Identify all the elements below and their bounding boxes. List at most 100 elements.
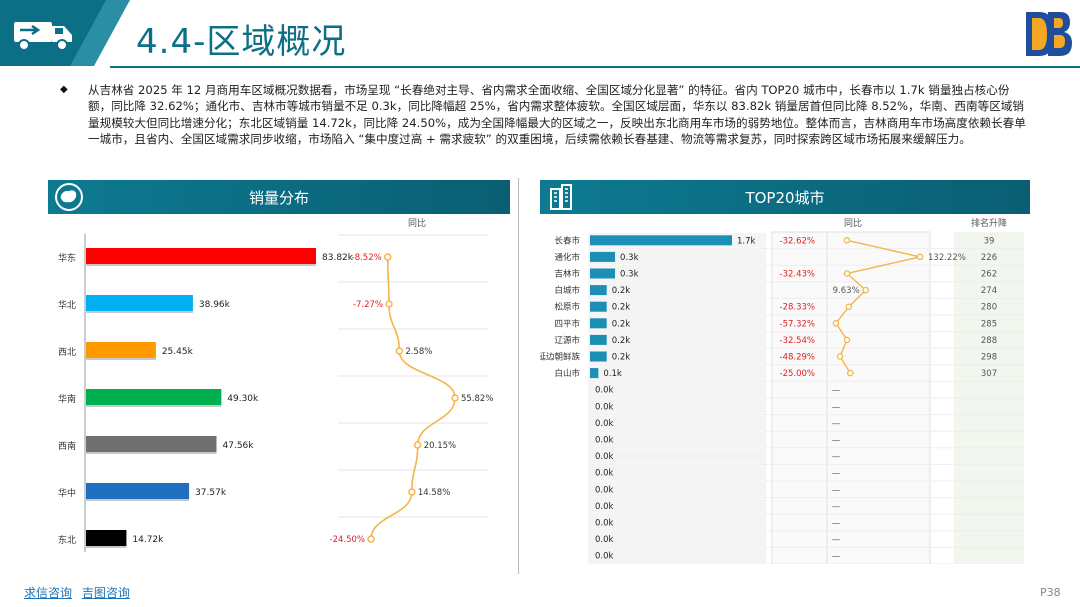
db-logo xyxy=(1026,12,1072,56)
city-value-label: 0.0k xyxy=(595,552,614,562)
city-yoy-label: — xyxy=(832,485,841,495)
city-yoy-label: -32.54% xyxy=(780,336,815,346)
rank-change-header: 排名升降 xyxy=(971,217,1007,229)
yoy-label: 14.58% xyxy=(418,488,450,498)
sales-distribution-header: 销量分布 xyxy=(48,180,510,214)
city-value-label: 0.1k xyxy=(603,369,622,379)
rank-change-label: 285 xyxy=(981,319,997,329)
value-cell-bg xyxy=(588,249,766,265)
city-yoy-point xyxy=(845,303,853,310)
city-value-label: 0.2k xyxy=(612,353,631,363)
value-cell-bg xyxy=(588,448,766,464)
city-yoy-label: 132.22% xyxy=(928,253,966,263)
city-yoy-header: 同比 xyxy=(844,217,862,229)
buildings-icon xyxy=(550,184,572,210)
region-label: 西北 xyxy=(58,347,76,358)
yoy-label: -7.27% xyxy=(353,300,383,310)
city-yoy-label: — xyxy=(832,452,841,462)
bar-value-label: 83.82k xyxy=(322,253,354,263)
region-bar xyxy=(86,295,193,311)
sales-distribution-title: 销量分布 xyxy=(248,188,309,207)
city-label: 四平市 xyxy=(554,318,580,329)
bar-value-label: 47.56k xyxy=(223,441,255,451)
region-bar xyxy=(86,248,316,264)
city-value-label: 0.0k xyxy=(595,452,614,462)
city-label: 长春市 xyxy=(554,235,580,246)
city-value-label: 0.3k xyxy=(620,253,639,263)
city-yoy-point xyxy=(843,237,851,244)
city-yoy-label: -57.32% xyxy=(780,319,815,329)
city-bar xyxy=(590,268,616,279)
city-bar xyxy=(590,301,607,312)
rank-change-label: 307 xyxy=(981,369,997,379)
bar-value-label: 37.57k xyxy=(195,488,227,498)
city-yoy-label: — xyxy=(832,535,841,545)
value-cell-bg xyxy=(588,498,766,514)
yoy-label: -8.52% xyxy=(352,253,382,263)
city-bar xyxy=(590,251,616,262)
city-label: 辽源市 xyxy=(554,335,580,346)
city-yoy-label: -32.43% xyxy=(780,270,815,280)
value-cell-bg xyxy=(588,548,766,563)
bar-value-label: 38.96k xyxy=(199,300,231,310)
rank-change-label: 226 xyxy=(981,253,997,263)
yoy-point xyxy=(451,394,459,402)
city-bar xyxy=(590,368,599,379)
value-cell-bg xyxy=(588,299,766,314)
footer-link-jitu[interactable]: 吉图咨询 xyxy=(81,586,130,600)
city-value-label: 0.0k xyxy=(595,535,614,545)
page-title: 4.4-区域概况 xyxy=(136,22,347,62)
panel-divider xyxy=(518,178,519,574)
rank-change-label: 298 xyxy=(981,353,997,363)
yoy-point xyxy=(413,441,422,449)
bar-value-label: 49.30k xyxy=(227,394,259,404)
city-yoy-point xyxy=(847,369,854,377)
city-value-label: 0.0k xyxy=(595,402,614,412)
sales-distribution-chart: 同比 华东 83.82k 华北 38.96k 西北 25.45k 华南 49.30k 西南 47.… xyxy=(58,217,493,552)
value-cell-bg xyxy=(588,531,766,547)
value-cell-bg xyxy=(588,349,766,364)
yoy-label: -24.50% xyxy=(330,535,365,545)
city-yoy-label: — xyxy=(832,552,841,562)
city-yoy-label: — xyxy=(832,436,841,446)
top20-cities-table: 同比 排名升降 长春市 1.7k -32.62% 39 通化市 0.3k 132.22% 22… xyxy=(540,217,1024,564)
city-bar xyxy=(590,334,607,345)
city-yoy-point xyxy=(836,353,844,360)
value-cell-bg xyxy=(588,365,766,381)
region-label: 东北 xyxy=(58,534,76,546)
rank-change-label: 288 xyxy=(981,336,997,346)
yoy-point xyxy=(395,347,404,355)
city-value-label: 0.0k xyxy=(595,469,614,479)
city-value-label: 0.3k xyxy=(620,270,639,280)
footer-link-qiuxin[interactable]: 求信咨询 xyxy=(24,586,73,600)
value-cell-bg xyxy=(588,432,766,447)
yoy-point xyxy=(385,300,393,308)
city-value-label: 0.0k xyxy=(595,386,614,396)
city-yoy-label: — xyxy=(832,419,841,429)
yoy-label: 2.58% xyxy=(405,347,432,357)
value-cell-bg xyxy=(588,382,766,397)
city-value-label: 0.0k xyxy=(595,436,614,446)
city-value-label: 0.2k xyxy=(612,319,631,329)
city-value-label: 0.2k xyxy=(612,336,631,346)
value-cell-bg xyxy=(588,399,766,414)
city-yoy-label: -48.29% xyxy=(780,353,815,363)
china-map-icon xyxy=(55,183,83,211)
yoy-point xyxy=(383,253,392,261)
page-number: P38 xyxy=(1040,586,1061,599)
value-cell-bg xyxy=(588,266,766,281)
yoy-column-header: 同比 xyxy=(408,217,426,229)
city-yoy-label: — xyxy=(832,519,841,529)
truck-icon xyxy=(14,22,72,51)
region-bar xyxy=(86,342,156,358)
city-label: 通化市 xyxy=(554,252,580,263)
city-yoy-label: 9.63% xyxy=(833,286,860,296)
city-value-label: 0.0k xyxy=(595,502,614,512)
city-yoy-label: — xyxy=(832,386,841,396)
bar-value-label: 14.72k xyxy=(132,535,164,545)
value-cell-bg xyxy=(588,482,766,497)
city-value-label: 0.0k xyxy=(595,519,614,529)
city-value-label: 0.0k xyxy=(595,419,614,429)
yoy-label: 20.15% xyxy=(424,441,456,451)
region-label: 华北 xyxy=(58,299,76,311)
